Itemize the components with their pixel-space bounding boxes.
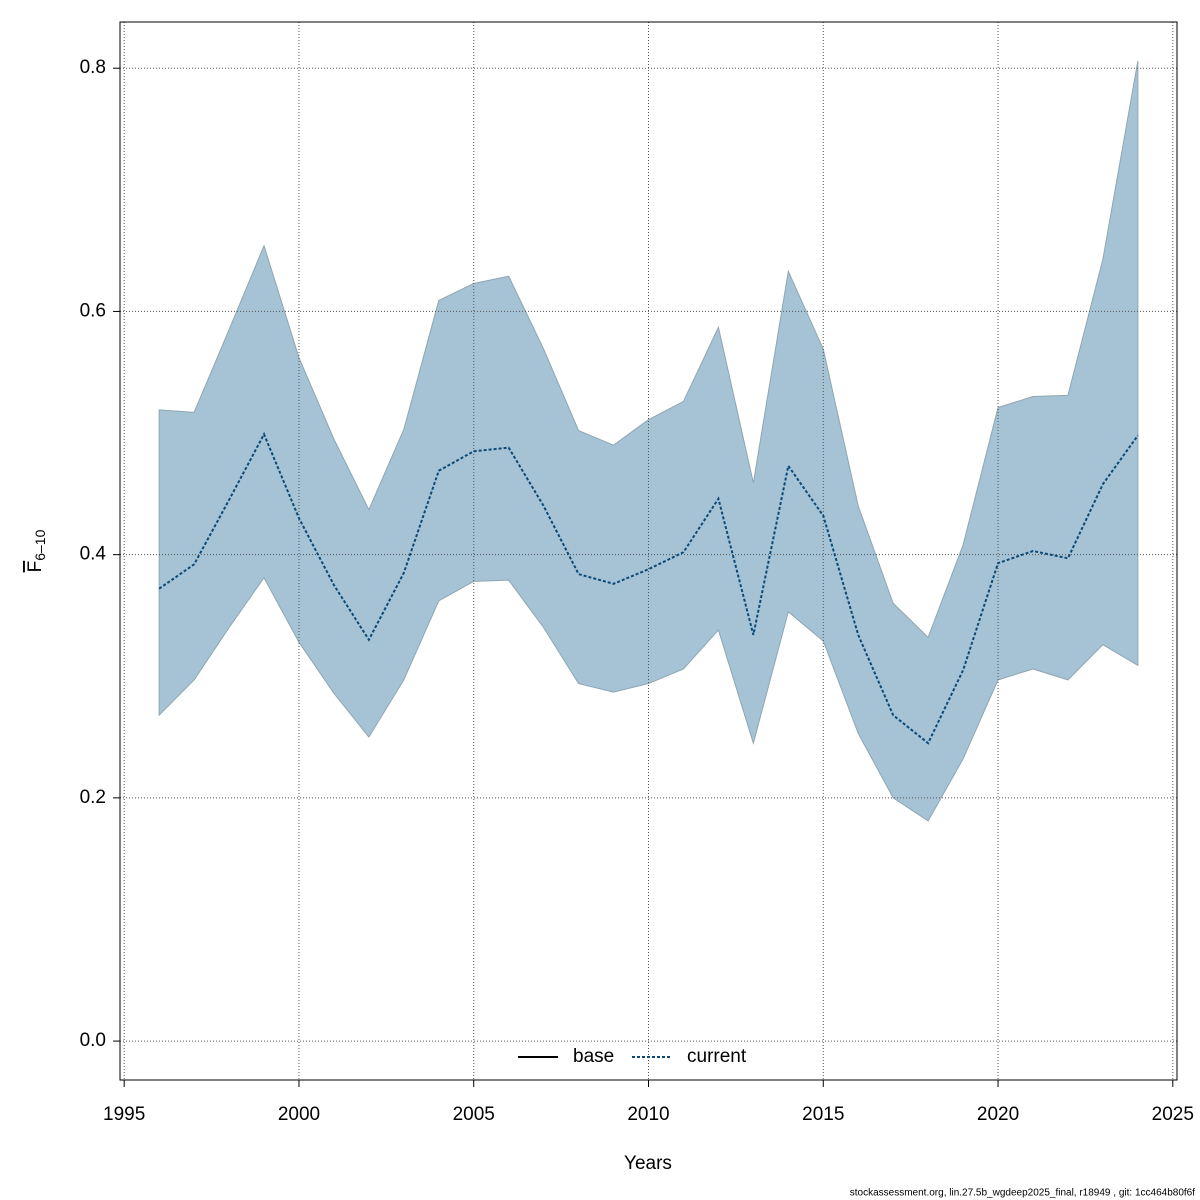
x-tick-label: 2025 (1152, 1104, 1194, 1125)
y-label-sub: 6–10 (32, 529, 48, 560)
y-tick-label: 0.6 (80, 300, 106, 321)
x-tick-label: 2000 (278, 1104, 320, 1125)
y-tick-label: 0.2 (80, 787, 106, 808)
y-axis-label: F6–10 (25, 529, 48, 572)
x-tick-label: 2005 (453, 1104, 495, 1125)
legend-label: base (573, 1046, 614, 1067)
x-tick-label: 2010 (627, 1104, 669, 1125)
y-tick-label: 0.8 (80, 57, 106, 78)
legend-label: current (687, 1046, 747, 1067)
y-tick-label: 0.0 (80, 1030, 106, 1051)
confidence-band (158, 60, 1139, 822)
x-tick-label: 2020 (977, 1104, 1019, 1125)
y-tick-label: 0.4 (80, 544, 107, 565)
x-axis-label: Years (624, 1153, 672, 1174)
footer: stockassessment.org, lin.27.5b_wgdeep202… (850, 1188, 1195, 1199)
x-tick-label: 1995 (103, 1104, 145, 1125)
series-line (158, 431, 1139, 745)
y-label-main: F (25, 561, 46, 573)
y-axis-label-text: F6–10 (25, 529, 48, 572)
x-tick-label: 2015 (802, 1104, 844, 1125)
